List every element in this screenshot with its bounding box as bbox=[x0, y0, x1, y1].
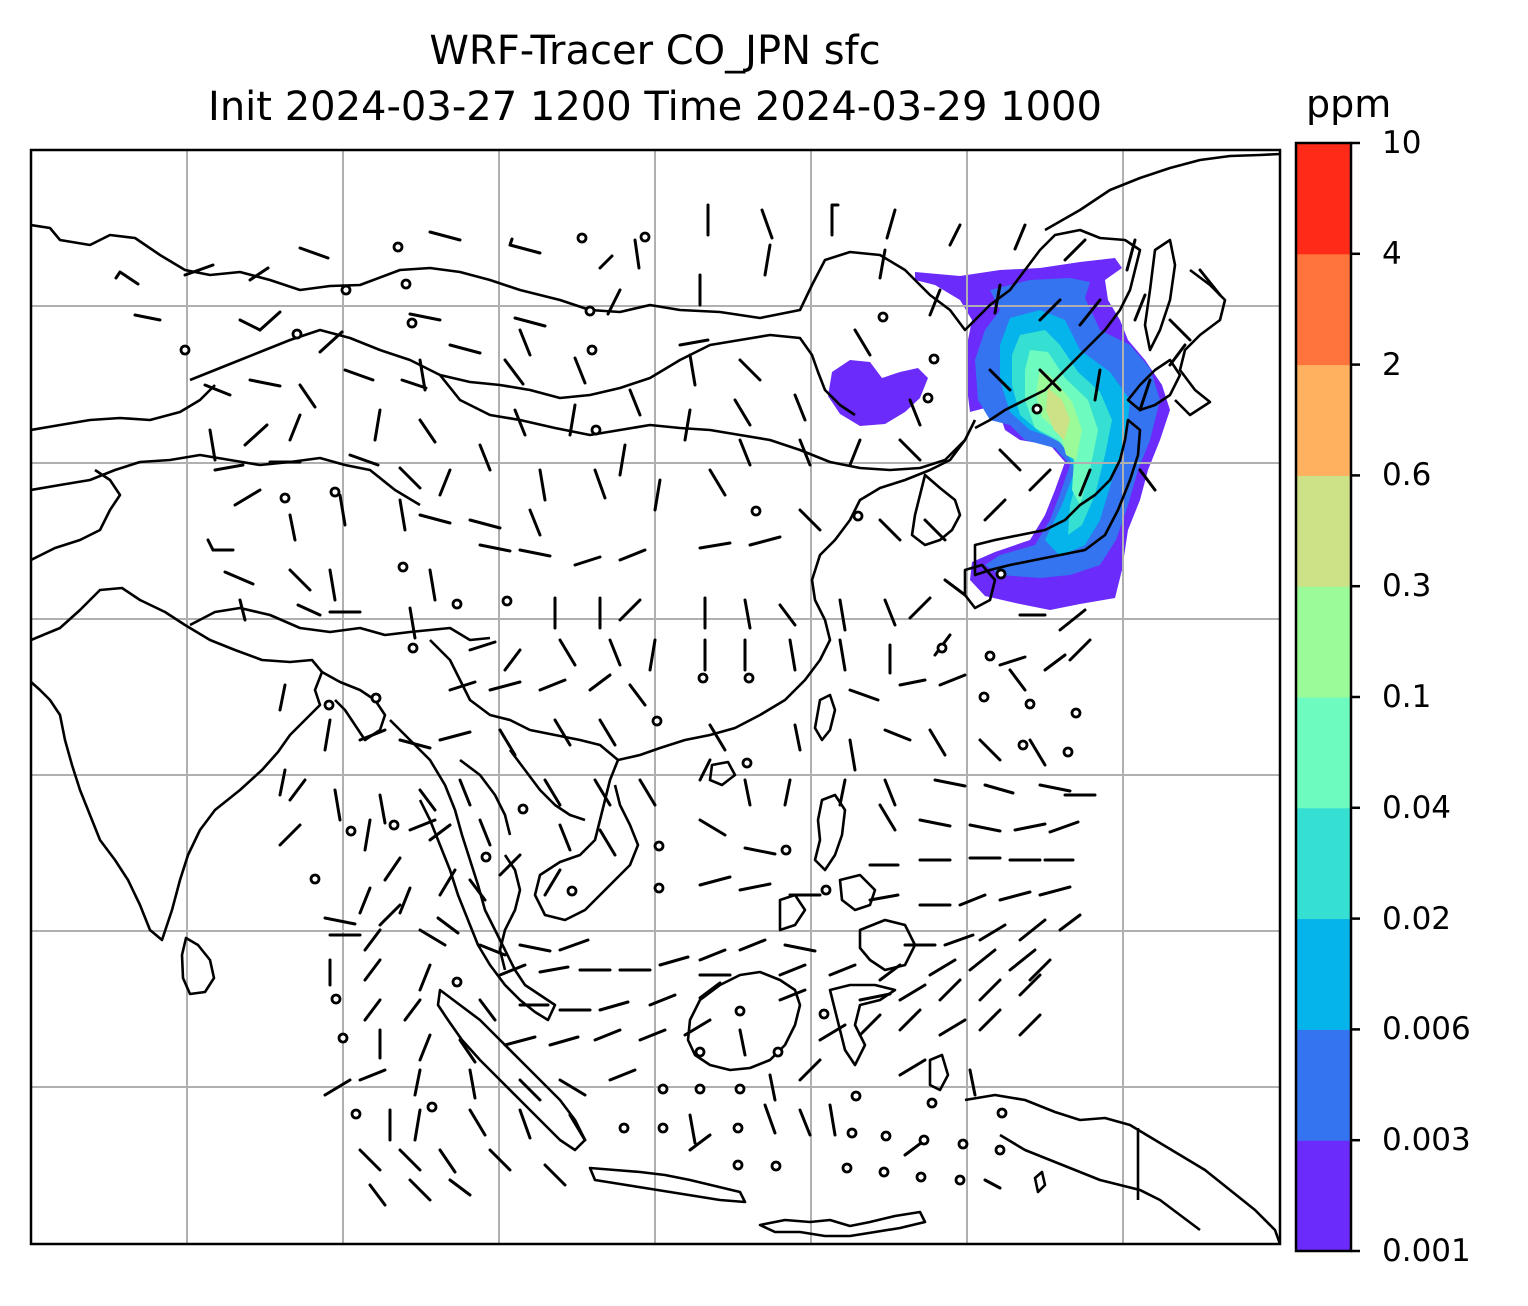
colorbar-bin bbox=[1296, 807, 1351, 920]
colorbar-bin bbox=[1296, 586, 1351, 698]
colorbar-tick-label: 0.04 bbox=[1382, 789, 1452, 826]
border-west bbox=[31, 384, 216, 432]
colorbar bbox=[1294, 141, 1360, 1253]
colorbar-tick-label: 0.006 bbox=[1382, 1011, 1471, 1048]
japan-honshu bbox=[973, 418, 1142, 577]
borneo bbox=[686, 970, 802, 1072]
visayas bbox=[838, 873, 877, 912]
map-title-line1: WRF-Tracer CO_JPN sfc bbox=[429, 28, 881, 74]
colorbar-tick-label: 4 bbox=[1382, 235, 1402, 272]
plume-0.3 bbox=[1046, 388, 1070, 440]
korea bbox=[910, 473, 962, 547]
colorbar-tick-label: 0.001 bbox=[1382, 1233, 1471, 1269]
sulawesi bbox=[828, 983, 897, 1067]
colorbar-tick-label: 0.6 bbox=[1382, 457, 1432, 494]
russia-coast bbox=[974, 228, 1142, 430]
plume-loop bbox=[828, 360, 928, 426]
border-laos bbox=[508, 749, 586, 822]
colorbar-units: ppm bbox=[1306, 82, 1392, 126]
coastlines bbox=[31, 152, 1280, 1244]
colorbar-tick-label: 0.02 bbox=[1382, 900, 1452, 937]
map-title-line2: Init 2024-03-27 1200 Time 2024-03-29 100… bbox=[208, 84, 1102, 130]
china-coast bbox=[617, 439, 967, 762]
border-thai bbox=[459, 758, 512, 836]
colorbar-bin bbox=[1296, 918, 1351, 1030]
japan-hokkaido bbox=[1126, 358, 1182, 412]
indochina-coast bbox=[533, 759, 640, 922]
colorbar-tick-label: 0.3 bbox=[1382, 568, 1432, 605]
malay-peninsula bbox=[498, 854, 522, 971]
russia-northeast bbox=[1044, 152, 1280, 232]
new-guinea bbox=[964, 1093, 1280, 1244]
colorbar-tick-label: 0.1 bbox=[1382, 679, 1432, 715]
colorbar-tick-label: 0.003 bbox=[1382, 1122, 1471, 1159]
bangladesh bbox=[321, 670, 387, 742]
java bbox=[588, 1166, 747, 1204]
border-west2 bbox=[31, 453, 421, 507]
moluccas bbox=[928, 1053, 950, 1092]
border-himalaya bbox=[189, 606, 491, 642]
map-gridlines bbox=[31, 150, 1280, 1244]
colorbar-bin bbox=[1296, 143, 1351, 255]
colorbar-bin bbox=[1296, 697, 1351, 809]
colorbar-bin bbox=[1296, 364, 1351, 476]
colorbar-bin bbox=[1296, 253, 1351, 366]
colorbar-tick-label: 10 bbox=[1382, 125, 1422, 161]
hainan bbox=[708, 760, 737, 787]
border-china-north bbox=[438, 374, 977, 472]
sumatra bbox=[436, 988, 587, 1152]
mindanao bbox=[858, 918, 917, 972]
india-coast bbox=[31, 586, 324, 942]
colorbar-bin bbox=[1296, 1140, 1351, 1252]
wind-barbs bbox=[114, 203, 1222, 1207]
border-north bbox=[31, 223, 976, 332]
colorbar-tick-label: 2 bbox=[1382, 346, 1402, 383]
sri-lanka bbox=[180, 936, 216, 996]
border-pak bbox=[31, 468, 122, 562]
border-mongolia bbox=[189, 328, 856, 417]
taiwan bbox=[813, 693, 837, 742]
palawan bbox=[778, 893, 807, 932]
papua-islet bbox=[1033, 1170, 1047, 1194]
new-guinea-south bbox=[999, 1133, 1201, 1232]
tracer-plume bbox=[828, 258, 1170, 610]
calm-wind-circles bbox=[179, 231, 1082, 1186]
myanmar-coast bbox=[389, 719, 557, 1022]
colorbar-bin bbox=[1296, 475, 1351, 587]
lesser-sunda bbox=[758, 1210, 927, 1238]
map-frame bbox=[29, 148, 1282, 1246]
sakhalin bbox=[1143, 238, 1177, 352]
border-se-asia bbox=[429, 639, 619, 761]
colorbar-bin bbox=[1296, 1029, 1351, 1141]
